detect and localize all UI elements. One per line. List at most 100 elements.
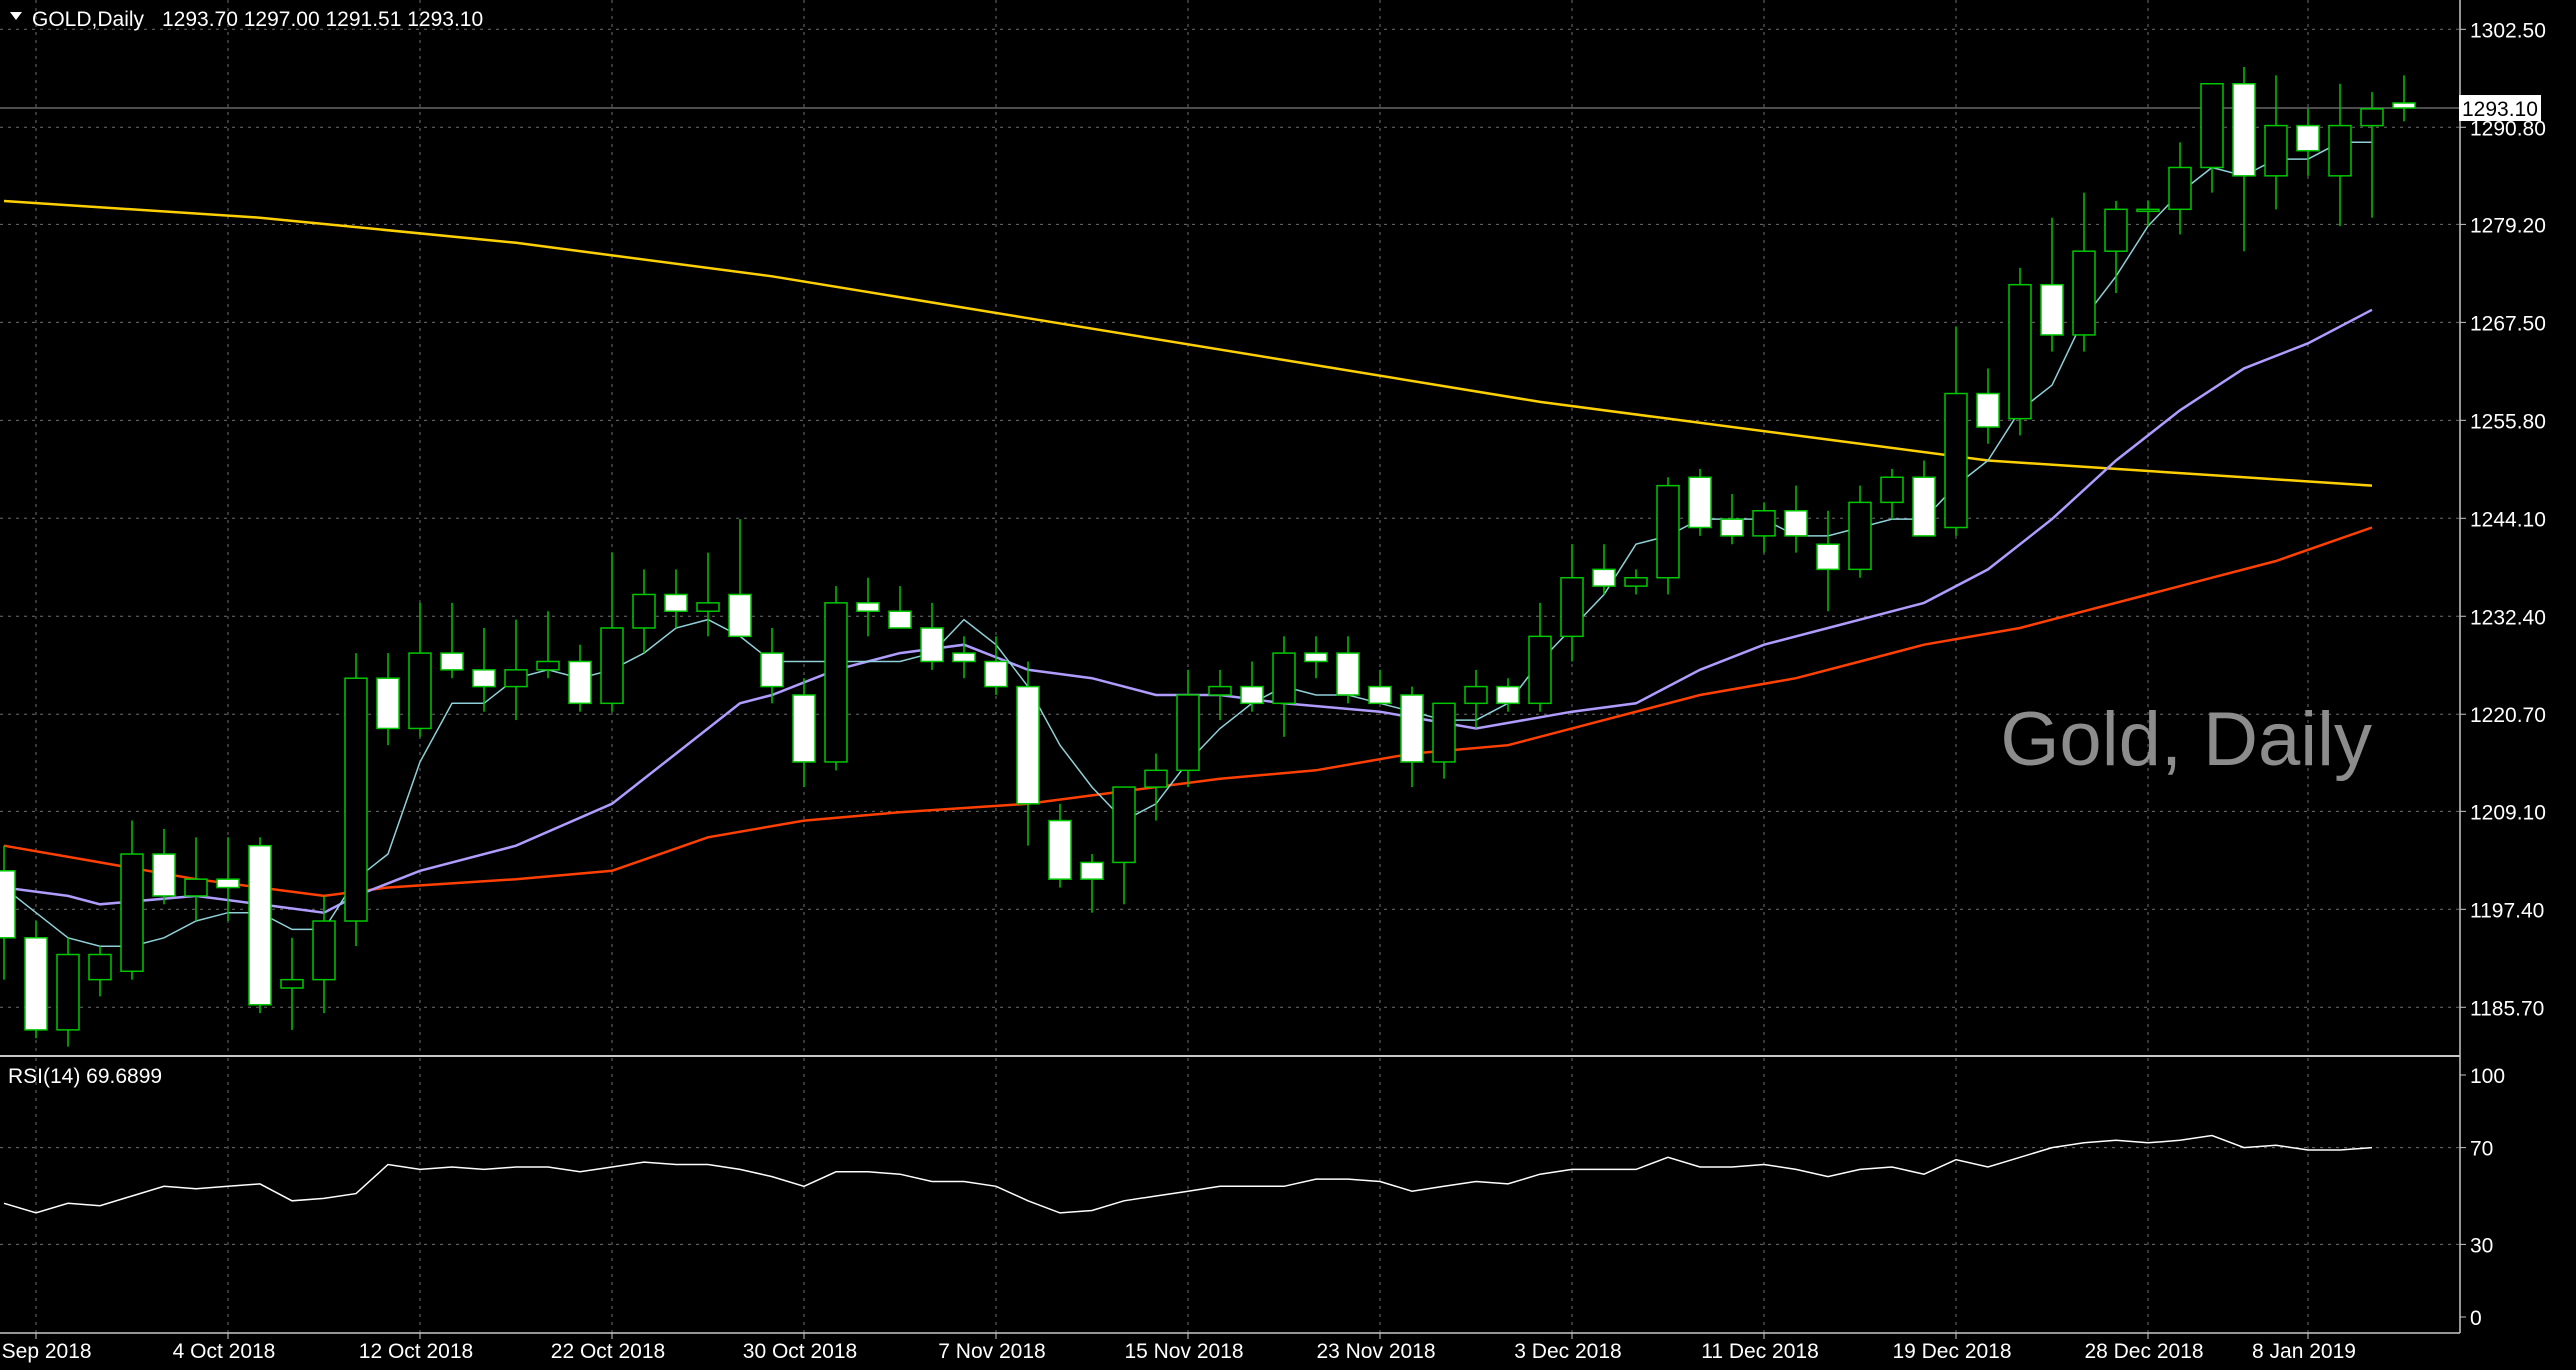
- candle-body: [696, 602, 720, 612]
- rsi-tick-label: 100: [2470, 1065, 2505, 1088]
- candle: [0, 845, 16, 980]
- candle-body: [2136, 208, 2160, 213]
- candle-body: [984, 660, 1008, 688]
- candle-body: [2328, 124, 2352, 177]
- candle-body: [1688, 476, 1712, 529]
- candle: [2136, 200, 2160, 227]
- moving-average-ma-long: [3, 199, 2373, 487]
- symbol-dropdown-icon[interactable]: [10, 12, 22, 20]
- candle: [1560, 544, 1584, 662]
- candle: [440, 602, 464, 679]
- candle-body: [1816, 543, 1840, 571]
- candle-body: [952, 652, 976, 663]
- candle-body: [2040, 283, 2064, 336]
- price-tick-label: 1279.20: [2470, 214, 2546, 237]
- price-tick-label: 1255.80: [2470, 410, 2546, 433]
- candle: [1304, 636, 1328, 679]
- candle: [1848, 485, 1872, 578]
- candle-body: [1240, 685, 1264, 705]
- candle-body: [728, 593, 752, 638]
- candle: [184, 837, 208, 922]
- candle: [120, 820, 144, 980]
- candle-body: [568, 660, 592, 705]
- candle: [472, 627, 496, 712]
- candle-body: [216, 878, 240, 889]
- moving-average-ma-slow: [3, 526, 2373, 898]
- candle-body: [632, 593, 656, 629]
- candle-body: [1752, 510, 1776, 537]
- candle-body: [1336, 652, 1360, 696]
- rsi-plot: [3, 1134, 2373, 1214]
- candle-body: [1944, 392, 1968, 529]
- candle-body: [760, 652, 784, 688]
- candle-body: [1720, 518, 1744, 537]
- candle-body: [0, 870, 16, 939]
- candle: [56, 937, 80, 1047]
- rsi-tick-label: 70: [2470, 1138, 2493, 1161]
- candle-body: [664, 593, 688, 612]
- candle-body: [920, 627, 944, 663]
- candle: [888, 586, 912, 629]
- candle: [280, 937, 304, 1030]
- price-tick-label: 1302.50: [2470, 19, 2546, 42]
- candle: [216, 837, 240, 922]
- candle-body: [1432, 702, 1456, 763]
- candle: [760, 627, 784, 704]
- candle-body: [1400, 694, 1424, 763]
- candle-body: [824, 602, 848, 763]
- candle: [664, 569, 688, 628]
- candle: [824, 586, 848, 771]
- candle: [1880, 468, 1904, 520]
- candle-body: [1624, 576, 1648, 587]
- candle: [2264, 75, 2288, 210]
- time-tick-label: 23 Nov 2018: [1316, 1340, 1435, 1363]
- candle-body: [1080, 861, 1104, 880]
- candle: [1656, 477, 1680, 595]
- candle: [2040, 217, 2064, 352]
- candle: [2072, 192, 2096, 352]
- candle-body: [1592, 568, 1616, 587]
- time-tick-label: 4 Oct 2018: [173, 1340, 276, 1363]
- candle: [1976, 368, 2000, 444]
- candle-body: [2392, 102, 2416, 109]
- time-tick-label: 22 Oct 2018: [551, 1340, 665, 1363]
- candle-body: [1112, 786, 1136, 864]
- candle: [984, 636, 1008, 695]
- candle: [2392, 75, 2416, 122]
- candle-body: [792, 694, 816, 763]
- candle-body: [536, 660, 560, 671]
- candle-body: [1272, 652, 1296, 705]
- candle: [2168, 142, 2192, 235]
- candle: [1272, 636, 1296, 737]
- candle-body: [248, 844, 272, 1006]
- candle-body: [120, 853, 144, 973]
- candle: [728, 519, 752, 638]
- candle: [2200, 82, 2224, 193]
- candle-body: [1560, 576, 1584, 638]
- candle-body: [1464, 685, 1488, 705]
- price-tag-background: [2459, 95, 2541, 122]
- candle-body: [56, 953, 80, 1031]
- candle: [1688, 468, 1712, 536]
- candle-body: [152, 853, 176, 897]
- current-price-tag: 1293.10: [2459, 95, 2541, 122]
- candle-body: [1784, 510, 1808, 537]
- candle: [1400, 686, 1424, 788]
- candle: [1176, 669, 1200, 788]
- candle-body: [1016, 685, 1040, 805]
- candles: [0, 66, 2416, 1047]
- rsi-line: [3, 1134, 2373, 1214]
- candle: [696, 552, 720, 637]
- candle-body: [2232, 82, 2256, 177]
- rsi-tick-label: 0: [2470, 1307, 2482, 1330]
- candle-body: [2200, 82, 2224, 169]
- candle-body: [1496, 685, 1520, 705]
- candle-body: [1880, 476, 1904, 504]
- candle: [1112, 786, 1136, 905]
- candle: [344, 653, 368, 947]
- candle-body: [2104, 208, 2128, 252]
- candle: [24, 921, 48, 1039]
- candle: [1048, 803, 1072, 888]
- candle: [1944, 326, 1968, 536]
- candle-body: [1304, 652, 1328, 663]
